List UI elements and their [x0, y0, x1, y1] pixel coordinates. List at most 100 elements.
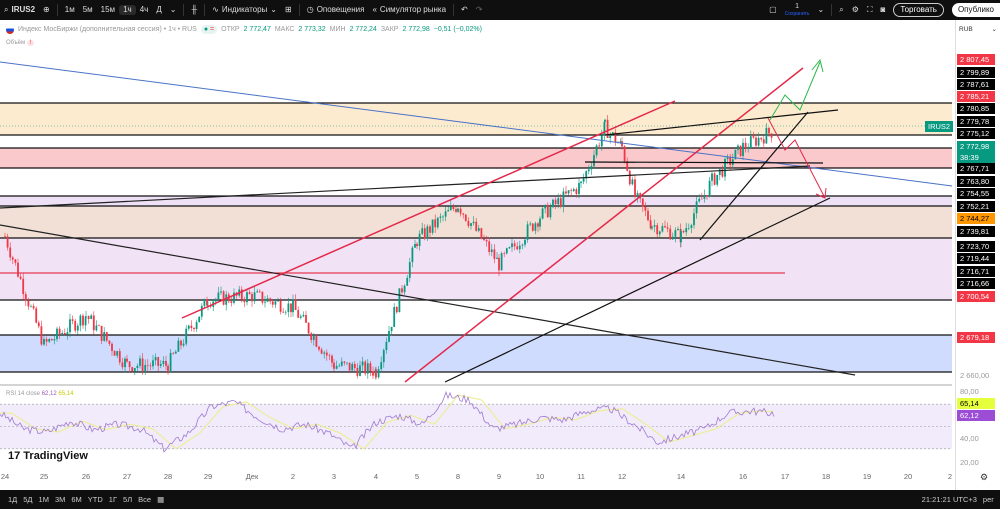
symbol-search[interactable]: ⌕ IRUS2: [4, 5, 36, 14]
publish-button[interactable]: Опублико: [951, 3, 1000, 17]
fullscreen-button[interactable]: ⛶: [863, 5, 877, 15]
candle: [287, 303, 290, 312]
candle: [258, 291, 261, 292]
snapshot-button[interactable]: ◙: [876, 5, 889, 15]
candle: [439, 216, 442, 218]
gear-icon: ⚙: [851, 5, 859, 14]
settings-button[interactable]: ⚙: [848, 5, 863, 15]
interval-0[interactable]: 1м: [64, 5, 75, 14]
alerts-button[interactable]: ◷ Оповещения: [306, 5, 365, 14]
candle: [37, 322, 40, 327]
interval-1[interactable]: 5м: [82, 5, 93, 14]
price-label: 2 763,80: [957, 176, 995, 187]
candle: [653, 225, 656, 227]
candle: [246, 292, 248, 303]
undo-button[interactable]: ↶: [457, 5, 472, 15]
candle: [144, 364, 147, 371]
candle: [631, 179, 634, 185]
save-button[interactable]: 1 Сохранить: [784, 3, 810, 17]
candle: [149, 365, 152, 367]
top-toolbar: ⌕ IRUS2 ⊕ 1м 5м 15м 1ч 4ч Д ⌄ ╫ ∿ Индикаторы ⌄ ⊞…: [0, 0, 1000, 20]
range-button[interactable]: Все: [138, 495, 152, 504]
candle: [74, 320, 77, 331]
candle: [685, 228, 688, 233]
candle: [193, 327, 195, 330]
range-button[interactable]: 5Д: [23, 495, 33, 504]
indicators-button[interactable]: ∿ Индикаторы ⌄: [212, 5, 277, 14]
candle: [541, 208, 544, 219]
candle: [537, 223, 539, 227]
price-label: 2 660,00: [960, 371, 990, 380]
range-button[interactable]: 5Л: [123, 495, 133, 504]
candle: [485, 240, 488, 242]
candle: [279, 300, 282, 312]
replay-button[interactable]: «Симулятор рынка: [372, 5, 447, 14]
chart-canvas[interactable]: [0, 20, 955, 490]
candle: [565, 191, 567, 194]
range-button[interactable]: YTD: [87, 495, 103, 504]
candle: [623, 146, 626, 162]
candle: [431, 219, 434, 233]
redo-button[interactable]: ↷: [472, 5, 487, 15]
candle: [169, 352, 172, 373]
candle: [498, 257, 500, 271]
candle: [24, 294, 27, 301]
candle: [315, 336, 318, 347]
candle: [172, 352, 175, 354]
time-axis[interactable]: 24 25 26 27 28 29 Дек 2 3 4 5 8 9 10 11 12 14 16 17 18 19 20 2: [0, 472, 955, 486]
candle: [243, 299, 246, 303]
currency-select[interactable]: RUB ⌄: [959, 26, 997, 33]
interval-3[interactable]: 1ч: [119, 5, 136, 15]
candle: [505, 248, 508, 254]
candle: [721, 169, 724, 177]
interval-5[interactable]: Д: [156, 5, 162, 14]
templates-button[interactable]: ⊞: [281, 5, 296, 15]
trend-line: [584, 161, 824, 164]
interval-4[interactable]: 4ч: [139, 5, 149, 14]
compare-button[interactable]: ⊕: [39, 5, 54, 15]
arrow-up: [769, 61, 821, 121]
candle: [377, 369, 380, 378]
candle: [729, 157, 732, 165]
candle: [421, 228, 424, 234]
range-button[interactable]: 1Д: [8, 495, 18, 504]
chart-type-button[interactable]: ╫: [187, 5, 201, 15]
flag-icon: [6, 25, 14, 34]
candle: [128, 361, 131, 368]
candle: [734, 149, 737, 160]
candle: [331, 355, 333, 363]
candle: [603, 121, 606, 136]
candle: [606, 119, 609, 139]
quick-search-button[interactable]: ⌕: [835, 5, 847, 15]
adjustment-button[interactable]: рег: [982, 495, 994, 504]
candle: [282, 311, 285, 313]
range-button[interactable]: 1М: [38, 495, 49, 504]
volume-legend[interactable]: Объём !: [6, 39, 35, 47]
candle: [661, 226, 664, 232]
date-range-icon[interactable]: ▦: [157, 495, 165, 504]
candle: [297, 310, 300, 318]
range-button[interactable]: 3М: [54, 495, 66, 504]
date-tick: 20: [903, 472, 913, 481]
interval-2[interactable]: 15м: [100, 5, 116, 14]
trend-line: [0, 224, 856, 376]
candle: [76, 325, 79, 331]
candle: [111, 343, 113, 352]
candle: [264, 301, 266, 303]
range-button[interactable]: 6М: [71, 495, 82, 504]
candle: [353, 363, 356, 368]
trade-button[interactable]: Торговать: [893, 3, 944, 17]
candle: [585, 171, 588, 179]
interval-dropdown[interactable]: ⌄: [166, 5, 181, 15]
range-button[interactable]: 1Г: [108, 495, 118, 504]
layout-button[interactable]: ▢: [765, 5, 781, 15]
clock[interactable]: 21:21:21 UTC+3: [921, 495, 977, 504]
candle: [690, 225, 693, 228]
candle: [464, 214, 467, 221]
candle: [614, 132, 617, 143]
candle: [744, 142, 747, 149]
save-dropdown[interactable]: ⌄: [814, 5, 829, 15]
candle: [513, 243, 516, 247]
rsi-legend[interactable]: RSI 14 close 62,12 65,14: [6, 391, 74, 397]
axis-settings-icon[interactable]: ⚙: [980, 472, 989, 482]
